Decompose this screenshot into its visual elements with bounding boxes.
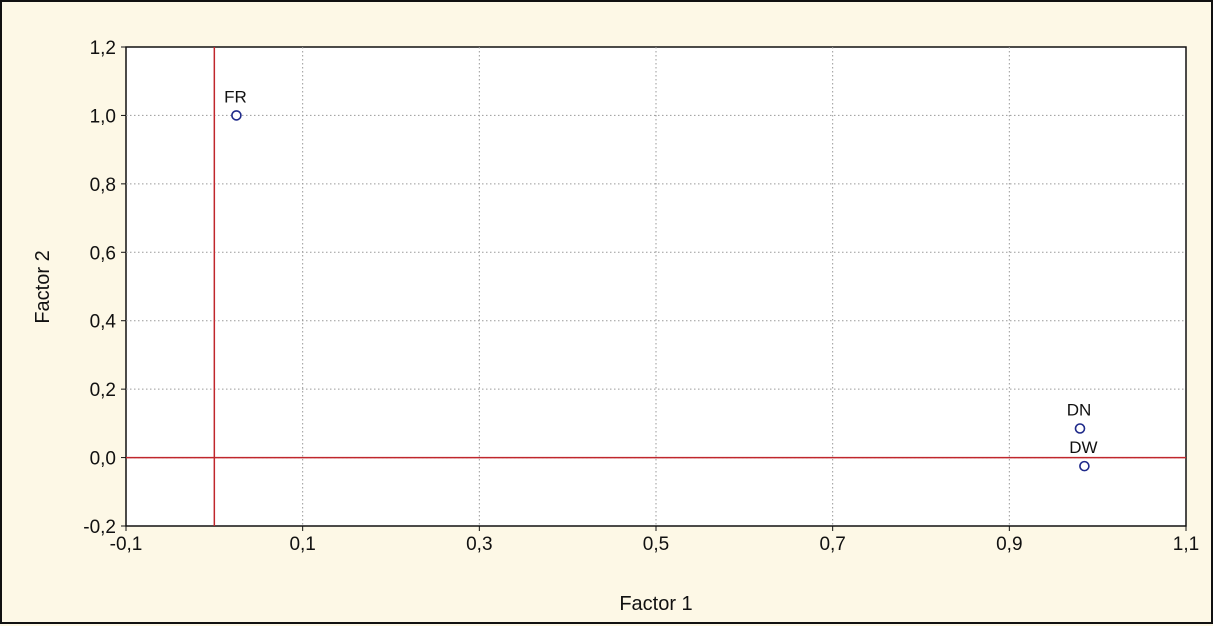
plot-area	[125, 46, 1187, 527]
x-tick-label: 0,7	[819, 534, 845, 555]
y-tick-label: 1,0	[90, 106, 116, 127]
y-tick-label: 1,2	[90, 38, 116, 59]
y-tick-label: 0,2	[90, 380, 116, 401]
x-tick-label: -0,1	[110, 534, 143, 555]
x-tick-label: 0,3	[466, 534, 492, 555]
y-tick-label: 0,0	[90, 449, 116, 470]
y-tick-label: 0,6	[90, 243, 116, 264]
x-tick-label: 1,1	[1173, 534, 1199, 555]
x-tick-label: 0,1	[289, 534, 315, 555]
point-label-fr: FR	[224, 87, 247, 106]
point-label-dw: DW	[1069, 438, 1097, 457]
x-tick-label: 0,9	[996, 534, 1022, 555]
point-label-dn: DN	[1067, 400, 1092, 419]
data-points: FR DN DW	[224, 87, 1098, 472]
y-tick-label: 0,8	[90, 175, 116, 196]
reference-lines	[126, 47, 1186, 526]
x-axis-title: Factor 1	[619, 593, 692, 615]
y-tick-label: -0,2	[83, 517, 116, 538]
y-axis-title: Factor 2	[32, 250, 54, 323]
data-point-dw	[1079, 460, 1090, 472]
y-axis-ticks: -0,2 0,0 0,2 0,4 0,6 0,8 1,0 1,2	[83, 38, 126, 538]
y-tick-label: 0,4	[90, 312, 117, 333]
x-tick-label: 0,5	[643, 534, 669, 555]
data-point-dn	[1074, 423, 1086, 434]
x-axis-ticks: -0,1 0,1 0,3 0,5 0,7 0,9 1,1	[110, 526, 1199, 555]
data-point-fr	[231, 110, 242, 121]
